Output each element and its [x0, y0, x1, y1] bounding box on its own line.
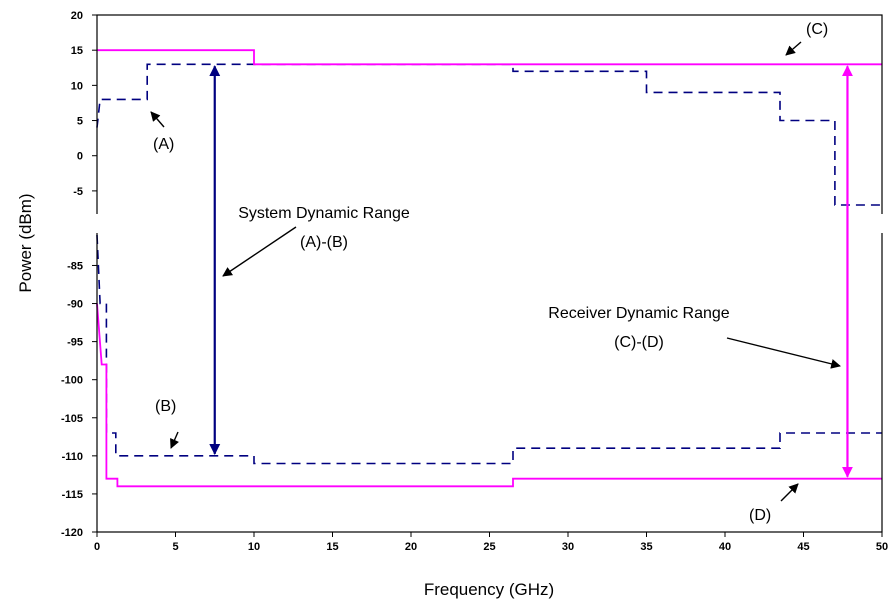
- series-line-c: [97, 49, 882, 66]
- y-tick-label: -90: [67, 299, 83, 311]
- y-tick-label: 0: [77, 151, 83, 163]
- x-tick-label: 0: [94, 541, 100, 553]
- axis-break-gap-right: [878, 214, 886, 233]
- pointer-arrows: [150, 41, 841, 502]
- series-layer: [96, 49, 882, 488]
- pointer-arrow-d: [780, 483, 799, 502]
- pointer-arrow-b: [170, 431, 180, 449]
- pointer-arrow-c: [785, 41, 802, 56]
- axis-break-gap: [80, 214, 99, 233]
- y-tick-label: -85: [67, 260, 83, 272]
- y-tick-label: 15: [71, 45, 83, 57]
- pointer-arrow-system-range: [222, 226, 297, 277]
- y-tick-label: -120: [61, 527, 83, 539]
- x-tick-label: 40: [719, 541, 731, 553]
- y-tick-label: -5: [73, 186, 83, 198]
- system-range-label-line1: System Dynamic Range: [238, 205, 410, 222]
- range-arrows: [209, 65, 853, 478]
- x-tick-label: 50: [876, 541, 888, 553]
- receiver-range-label-line1: Receiver Dynamic Range: [548, 305, 730, 322]
- x-tick-label: 20: [405, 541, 417, 553]
- y-axis-title: Power (dBm): [16, 193, 35, 292]
- x-axis-title: Frequency (GHz): [424, 580, 554, 599]
- x-tick-label: 45: [797, 541, 809, 553]
- y-tick-label: 10: [71, 80, 83, 92]
- receiver-range-label-line2: (C)-(D): [614, 334, 664, 351]
- x-tick-label: 30: [562, 541, 574, 553]
- series-line-b: [96, 234, 882, 465]
- pointer-arrow-a: [150, 111, 165, 128]
- x-tick-label: 25: [483, 541, 495, 553]
- y-tick-label: -115: [62, 489, 83, 501]
- series-line-a: [96, 63, 882, 206]
- y-tick-label: -105: [61, 413, 83, 425]
- pointer-arrow-receiver-range: [726, 337, 841, 369]
- y-tick-label: -100: [61, 375, 83, 387]
- axis-ticks: 0 5 10 15 20 25 30 35 40 45 5020151050-5-85-90-95-…: [61, 10, 888, 553]
- x-tick-label: 10: [248, 541, 260, 553]
- y-tick-label: 5: [77, 116, 83, 128]
- y-tick-label: -110: [62, 451, 83, 463]
- label-b: (B): [155, 398, 176, 415]
- y-tick-label: -95: [67, 337, 83, 349]
- x-tick-label: 15: [326, 541, 338, 553]
- label-d: (D): [749, 507, 771, 524]
- y-tick-label: 20: [71, 10, 83, 22]
- x-tick-label: 35: [640, 541, 652, 553]
- x-tick-label: 5: [172, 541, 178, 553]
- label-c: (C): [806, 21, 828, 38]
- series-line-d: [96, 303, 882, 488]
- system-range-label-line2: (A)-(B): [300, 234, 348, 251]
- label-a: (A): [153, 136, 174, 153]
